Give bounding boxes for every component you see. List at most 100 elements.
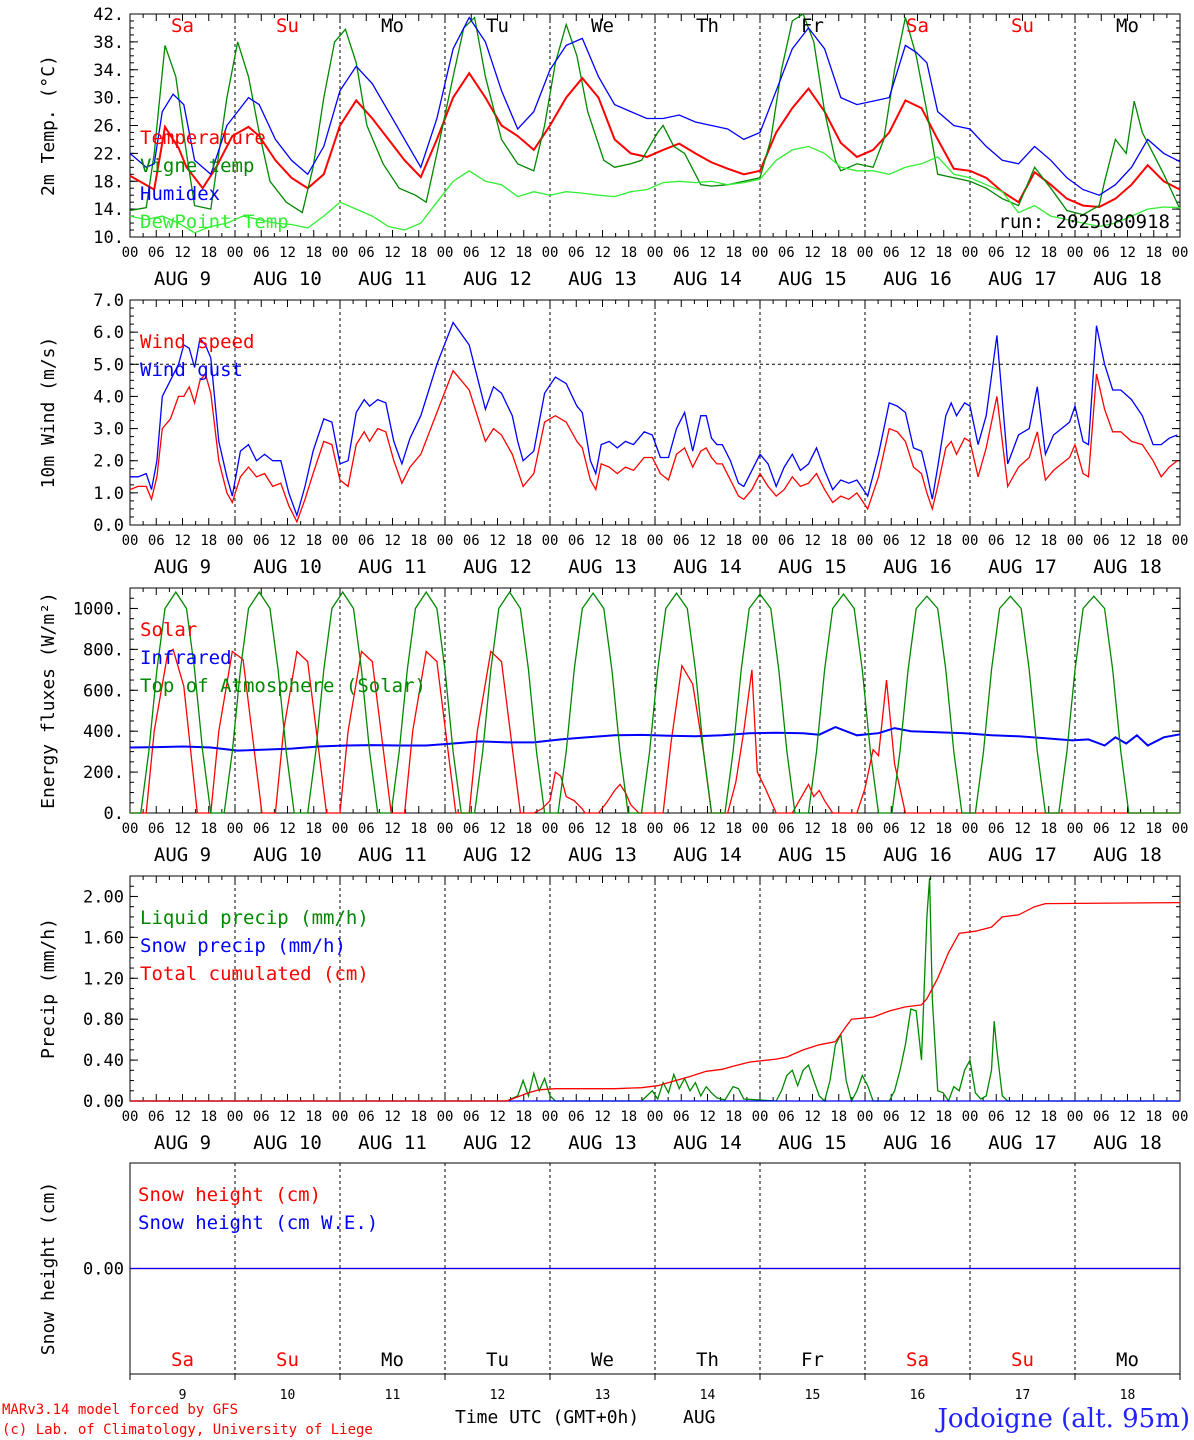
hour-tick-label: 06	[358, 821, 375, 837]
date-label: AUG 10	[253, 844, 322, 866]
hour-tick-label: 12	[594, 821, 611, 837]
y-axis-label: 10m Wind (m/s)	[38, 337, 59, 489]
panel-1: 10. 14. 18. 22. 26. 30. 34. 38. 42. 2m Temp. (°C)…	[38, 5, 1188, 290]
time-axis-title: Time UTC (GMT+0h)	[455, 1407, 639, 1428]
date-label: AUG 16	[883, 1132, 952, 1154]
footer-copyright-line: (c) Lab. of Climatology, University of L…	[2, 1422, 373, 1438]
hour-tick-label: 00	[122, 1109, 139, 1125]
hour-tick-label: 12	[804, 245, 821, 261]
hour-tick-label: 06	[463, 1109, 480, 1125]
hour-tick-label: 18	[1040, 245, 1057, 261]
hour-tick-label: 18	[830, 1109, 847, 1125]
y-tick-label: 26.	[93, 117, 124, 137]
hour-tick-label: 06	[883, 1109, 900, 1125]
series-line	[130, 321, 1178, 518]
y-axis-label: Snow height (cm)	[38, 1182, 59, 1355]
legend-entry: Snow height (cm)	[138, 1184, 321, 1206]
y-tick-label: 0.00	[83, 1092, 124, 1112]
day-number-label: 15	[805, 1388, 821, 1403]
date-label: AUG 14	[673, 556, 742, 578]
hour-tick-label: 06	[778, 245, 795, 261]
day-of-week-label: Sa	[171, 15, 194, 37]
hour-tick-label: 00	[332, 1109, 349, 1125]
hour-tick-label: 06	[673, 1109, 690, 1125]
hour-tick-label: 06	[988, 1109, 1005, 1125]
hour-tick-label: 18	[620, 245, 637, 261]
date-label: AUG 11	[358, 556, 427, 578]
hour-tick-label: 00	[1172, 245, 1189, 261]
hour-tick-label: 18	[410, 1109, 427, 1125]
hour-tick-label: 12	[804, 1109, 821, 1125]
hour-tick-label: 06	[673, 533, 690, 549]
legend-entry: Humidex	[140, 183, 220, 205]
legend-entry: Wind gust	[140, 359, 243, 381]
hour-tick-label: 00	[1172, 821, 1189, 837]
day-of-week-label: Mo	[381, 1349, 404, 1371]
date-label: AUG 18	[1093, 268, 1162, 290]
date-label: AUG 9	[154, 1132, 211, 1154]
date-label: AUG 17	[988, 844, 1057, 866]
date-label: AUG 14	[673, 844, 742, 866]
hour-tick-label: 18	[725, 1109, 742, 1125]
hour-tick-label: 00	[332, 821, 349, 837]
day-of-week-label: We	[591, 1349, 614, 1371]
date-label: AUG 15	[778, 268, 847, 290]
y-tick-label: 2.0	[93, 452, 124, 472]
hour-tick-label: 18	[305, 1109, 322, 1125]
hour-tick-label: 06	[673, 821, 690, 837]
y-tick-label: 1000.	[73, 599, 124, 619]
hour-tick-label: 18	[515, 533, 532, 549]
date-label: AUG 15	[778, 556, 847, 578]
hour-tick-label: 06	[988, 821, 1005, 837]
time-axis-month: AUG	[683, 1407, 716, 1428]
panel-4: 0.00 0.40 0.80 1.20 1.60 2.00 Precip (mm/h) Liq…	[38, 875, 1189, 1154]
hour-tick-label: 00	[1172, 533, 1189, 549]
hour-tick-label: 06	[148, 245, 165, 261]
y-tick-label: 10.	[93, 228, 124, 248]
y-tick-label: 0.40	[83, 1051, 124, 1071]
hour-tick-label: 12	[909, 821, 926, 837]
hour-tick-label: 06	[883, 245, 900, 261]
y-tick-label: 600.	[83, 681, 124, 701]
series-line	[129, 369, 1178, 524]
legend-entry: Snow height (cm W.E.)	[138, 1212, 378, 1234]
hour-tick-label: 12	[699, 1109, 716, 1125]
hour-tick-label: 06	[148, 1109, 165, 1125]
day-number-label: 13	[595, 1388, 611, 1403]
hour-tick-label: 18	[830, 533, 847, 549]
hour-tick-label: 00	[542, 1109, 559, 1125]
y-tick-label: 4.0	[93, 387, 124, 407]
hour-tick-label: 18	[515, 1109, 532, 1125]
date-label: AUG 16	[883, 844, 952, 866]
y-tick-label: 0.80	[83, 1010, 124, 1030]
series-line	[129, 145, 1181, 234]
day-of-week-label: Tu	[486, 1349, 509, 1371]
y-axis-label: Precip (mm/h)	[38, 918, 59, 1059]
hour-tick-label: 18	[410, 245, 427, 261]
date-label: AUG 11	[358, 844, 427, 866]
hour-tick-label: 00	[437, 1109, 454, 1125]
date-label: AUG 18	[1093, 556, 1162, 578]
hour-tick-label: 18	[935, 245, 952, 261]
hour-tick-label: 00	[647, 245, 664, 261]
hour-tick-label: 00	[857, 533, 874, 549]
hour-tick-label: 00	[122, 821, 139, 837]
hour-tick-label: 00	[437, 821, 454, 837]
date-label: AUG 10	[253, 1132, 322, 1154]
hour-tick-label: 06	[253, 533, 270, 549]
day-of-week-label: Su	[276, 1349, 299, 1371]
hour-tick-label: 00	[962, 1109, 979, 1125]
hour-tick-label: 00	[962, 533, 979, 549]
day-of-week-label: Fr	[801, 15, 824, 37]
date-label: AUG 17	[988, 556, 1057, 578]
hour-tick-label: 00	[1172, 1109, 1189, 1125]
hour-tick-label: 06	[673, 245, 690, 261]
hour-tick-label: 00	[962, 821, 979, 837]
hour-tick-label: 18	[200, 1109, 217, 1125]
date-label: AUG 13	[568, 1132, 637, 1154]
hour-tick-label: 06	[1093, 821, 1110, 837]
series-line	[129, 726, 1181, 752]
hour-tick-label: 18	[410, 533, 427, 549]
hour-tick-label: 12	[594, 245, 611, 261]
day-of-week-label: Tu	[486, 15, 509, 37]
